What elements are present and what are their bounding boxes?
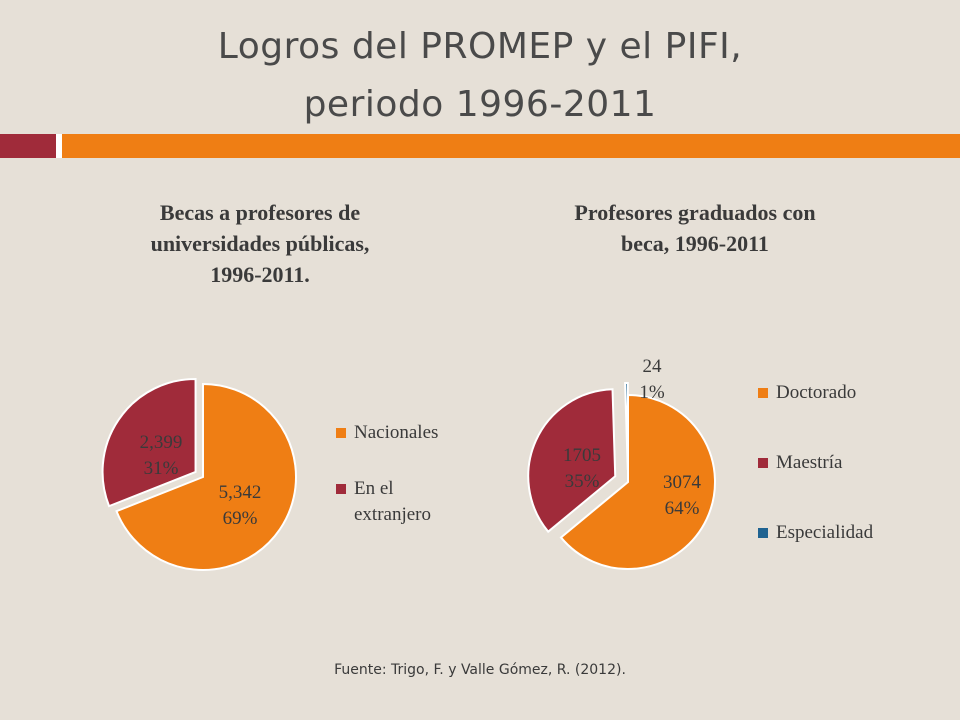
accent-bar-separator (56, 134, 62, 158)
chart-2-slice-1-label: 3074 64% (663, 472, 702, 519)
chart-2-title-line-2: beca, 1996-2011 (621, 231, 769, 256)
accent-bar-orange (62, 134, 960, 158)
legend-swatch (758, 528, 768, 538)
chart-1-slice-2-label: 2,399 31% (140, 432, 183, 479)
chart-1-title-line-2: universidades públicas, (150, 231, 370, 256)
legend-swatch (758, 458, 768, 468)
legend-label: Nacionales (354, 422, 439, 443)
chart-2-slice-3 (624, 382, 629, 471)
chart-2-title: Profesores graduados con beca, 1996-2011 (530, 197, 860, 259)
page-title-line-1: Logros del PROMEP y el PIFI, (217, 26, 743, 67)
page-title: Logros del PROMEP y el PIFI, periodo 199… (0, 18, 960, 134)
chart-1-slice-1-label: 5,342 69% (219, 482, 262, 529)
accent-bar-red (0, 134, 56, 158)
legend-swatch (758, 388, 768, 398)
legend-label: Doctorado (776, 382, 857, 403)
chart-2-title-line-1: Profesores graduados con (574, 200, 816, 225)
legend-label: Maestría (776, 452, 843, 473)
legend-item: Especialidad (758, 520, 873, 546)
page-title-line-2: periodo 1996-2011 (303, 84, 657, 125)
legend-item: En el extranjero (336, 476, 431, 528)
chart-2-slice-2 (527, 388, 617, 534)
chart-2-slice-3-label: 24 1% (639, 356, 665, 403)
chart-1-title: Becas a profesores de universidades públ… (95, 197, 425, 290)
legend-swatch (336, 484, 346, 494)
legend-item: Maestría (758, 450, 842, 476)
chart-1-title-line-1: Becas a profesores de (159, 200, 361, 225)
legend-label: Especialidad (776, 522, 874, 543)
legend-item: Doctorado (758, 380, 856, 406)
legend-label: En el extranjero (354, 478, 432, 525)
chart-1-title-line-3: 1996-2011. (210, 262, 310, 287)
chart-1-slice-1 (115, 382, 297, 571)
legend-swatch (336, 428, 346, 438)
legend-item: Nacionales (336, 420, 438, 446)
chart-1-slice-2 (101, 377, 197, 508)
chart-2-slice-1 (559, 393, 716, 570)
chart-2-slice-2-label: 1705 35% (563, 445, 601, 492)
source-note: Fuente: Trigo, F. y Valle Gómez, R. (201… (334, 662, 626, 678)
